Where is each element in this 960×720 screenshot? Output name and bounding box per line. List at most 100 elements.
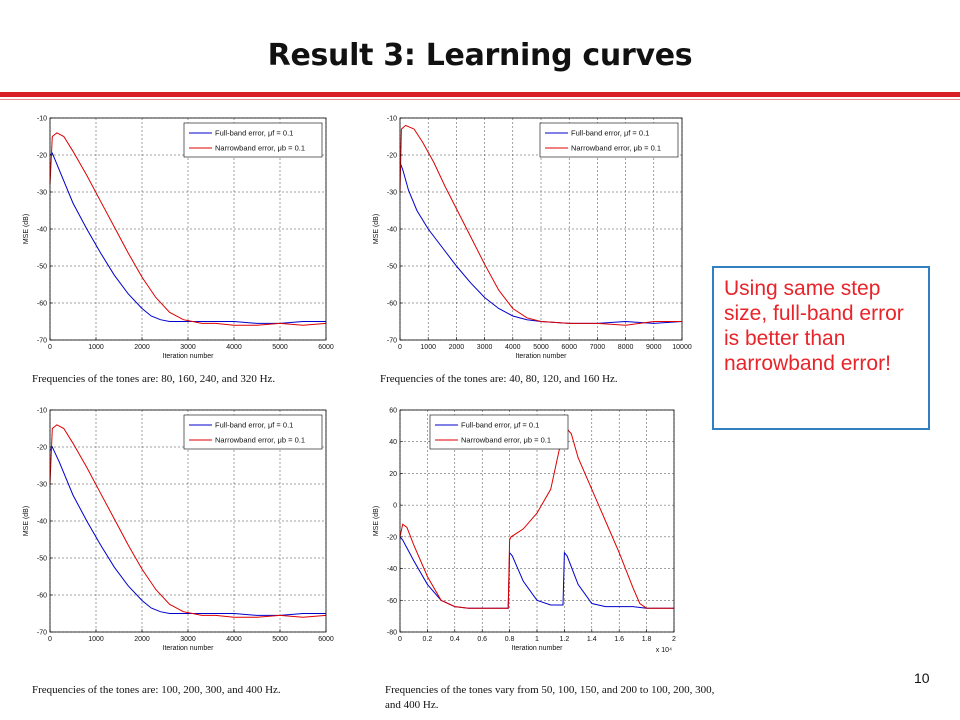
legend: Full-band error, μf = 0.1 Narrowband erro… <box>183 122 323 158</box>
y-tick-label: -70 <box>387 338 397 345</box>
x-tick-label: 2000 <box>134 636 150 643</box>
legend-box <box>183 122 323 158</box>
x-tick-label: 1.6 <box>614 636 624 643</box>
learning-curve-chart-2: 0 1000 2000 3000 4000 5000 6000 7000 8000 9000 100… <box>373 116 692 361</box>
x-tick-label: 3000 <box>180 636 196 643</box>
x-tick-label: 8000 <box>618 344 634 351</box>
series-line-narrowband <box>399 124 682 326</box>
y-tick-label: -20 <box>37 153 47 160</box>
x-tick-label: 2000 <box>449 344 465 351</box>
series-line-fullband <box>49 445 326 616</box>
x-tick-label: 5000 <box>533 344 549 351</box>
y-tick-label: -50 <box>37 556 47 563</box>
x-tick-label: 1000 <box>88 344 104 351</box>
legend-label: Full-band error, μf = 0.1 <box>461 421 539 430</box>
x-tick-label: 1.4 <box>587 636 597 643</box>
y-tick-label: -20 <box>387 153 397 160</box>
x-tick-label: 0.4 <box>450 636 460 643</box>
y-tick-label: -70 <box>37 630 47 637</box>
series-line-fullband <box>49 152 326 324</box>
x-tick-label: 3000 <box>477 344 493 351</box>
legend: Full-band error, μf = 0.1 Narrowband erro… <box>429 414 569 450</box>
legend-box <box>539 122 679 158</box>
series-line-fullband <box>399 162 683 324</box>
y-tick-label: -80 <box>387 630 397 637</box>
x-tick-label: 1000 <box>88 636 104 643</box>
y-tick-label: 60 <box>389 408 397 415</box>
learning-curve-chart-1: 0 1000 2000 3000 4000 5000 6000 -70 -60 -50 -40 -30… <box>23 116 334 361</box>
x-tick-label: 0.8 <box>505 636 515 643</box>
x-axis-label: Iteration number <box>512 645 564 652</box>
legend: Full-band error, μf = 0.1 Narrowband erro… <box>539 122 679 158</box>
y-tick-label: -10 <box>37 408 47 415</box>
x-axis-label: Iteration number <box>516 353 568 360</box>
x-tick-label: 1.8 <box>642 636 652 643</box>
y-tick-label: -60 <box>37 301 47 308</box>
learning-curve-chart-4: 0 0.2 0.4 0.6 0.8 1 1.2 1.4 1.6 1.8 2 -80 -60 -40 -20 0… <box>373 408 676 655</box>
x-tick-label: 2000 <box>134 344 150 351</box>
x-tick-label: 1 <box>535 636 539 643</box>
x-tick-label: 0 <box>398 636 402 643</box>
y-tick-label: -40 <box>37 519 47 526</box>
x-tick-label: 1000 <box>420 344 436 351</box>
x-tick-label: 5000 <box>272 636 288 643</box>
legend-box <box>429 414 569 450</box>
y-tick-label: 40 <box>389 439 397 446</box>
legend-label: Full-band error, μf = 0.1 <box>215 129 293 138</box>
y-tick-label: -40 <box>387 566 397 573</box>
y-axis-label: MSE (dB) <box>373 506 380 536</box>
x-tick-label: 0.2 <box>423 636 433 643</box>
y-tick-label: -20 <box>37 445 47 452</box>
x-tick-label: 0 <box>48 636 52 643</box>
legend-label: Narrowband error, μb = 0.1 <box>215 436 305 445</box>
learning-curve-chart-3: 0 1000 2000 3000 4000 5000 6000 -70 -60 -50 -40 -30… <box>23 408 334 653</box>
legend-label: Narrowband error, μb = 0.1 <box>571 144 661 153</box>
y-tick-label: -10 <box>37 116 47 123</box>
y-tick-label: -60 <box>37 593 47 600</box>
x-tick-label: 10000 <box>672 344 692 351</box>
y-tick-label: -20 <box>387 534 397 541</box>
y-tick-label: -10 <box>387 116 397 123</box>
x-tick-label: 1.2 <box>560 636 570 643</box>
legend-box <box>183 414 323 450</box>
legend-label: Full-band error, μf = 0.1 <box>571 129 649 138</box>
chart-3-caption: Frequencies of the tones are: 100, 200, … <box>32 684 281 696</box>
y-tick-label: -30 <box>37 482 47 489</box>
x-tick-label: 7000 <box>590 344 606 351</box>
x-tick-label: 0 <box>398 344 402 351</box>
page-number: 10 <box>914 670 930 686</box>
x-tick-label: 9000 <box>646 344 662 351</box>
series-line-narrowband <box>49 132 327 326</box>
y-tick-label: -60 <box>387 598 397 605</box>
legend-label: Full-band error, μf = 0.1 <box>215 421 293 430</box>
chart-1-caption: Frequencies of the tones are: 80, 160, 2… <box>32 373 276 385</box>
y-axis-label: MSE (dB) <box>23 506 30 536</box>
x-tick-label: 5000 <box>272 344 288 351</box>
x-axis-multiplier: x 10⁴ <box>656 647 672 654</box>
x-tick-label: 6000 <box>561 344 577 351</box>
x-tick-label: 4000 <box>226 344 242 351</box>
series-line-narrowband <box>399 424 674 609</box>
y-tick-label: -40 <box>37 227 47 234</box>
legend: Full-band error, μf = 0.1 Narrowband erro… <box>183 414 323 450</box>
title-underline-rule <box>0 92 960 97</box>
x-axis-label: Iteration number <box>163 353 215 360</box>
x-axis-label: Iteration number <box>163 645 215 652</box>
chart-4-caption: Frequencies of the tones vary from 50, 1… <box>385 684 715 711</box>
series-line-narrowband <box>49 424 327 618</box>
x-tick-label: 3000 <box>180 344 196 351</box>
legend-label: Narrowband error, μb = 0.1 <box>215 144 305 153</box>
y-tick-label: 0 <box>393 503 397 510</box>
y-axis-label: MSE (dB) <box>23 214 30 244</box>
title-underline-rule-thin <box>0 99 960 100</box>
y-tick-label: -50 <box>37 264 47 271</box>
y-tick-label: -30 <box>37 190 47 197</box>
legend-label: Narrowband error, μb = 0.1 <box>461 436 551 445</box>
x-tick-label: 6000 <box>318 636 334 643</box>
y-tick-label: -60 <box>387 301 397 308</box>
x-tick-label: 4000 <box>505 344 521 351</box>
x-tick-label: 4000 <box>226 636 242 643</box>
slide-title: Result 3: Learning curves <box>267 38 693 73</box>
x-tick-label: 0 <box>48 344 52 351</box>
y-tick-label: -70 <box>37 338 47 345</box>
